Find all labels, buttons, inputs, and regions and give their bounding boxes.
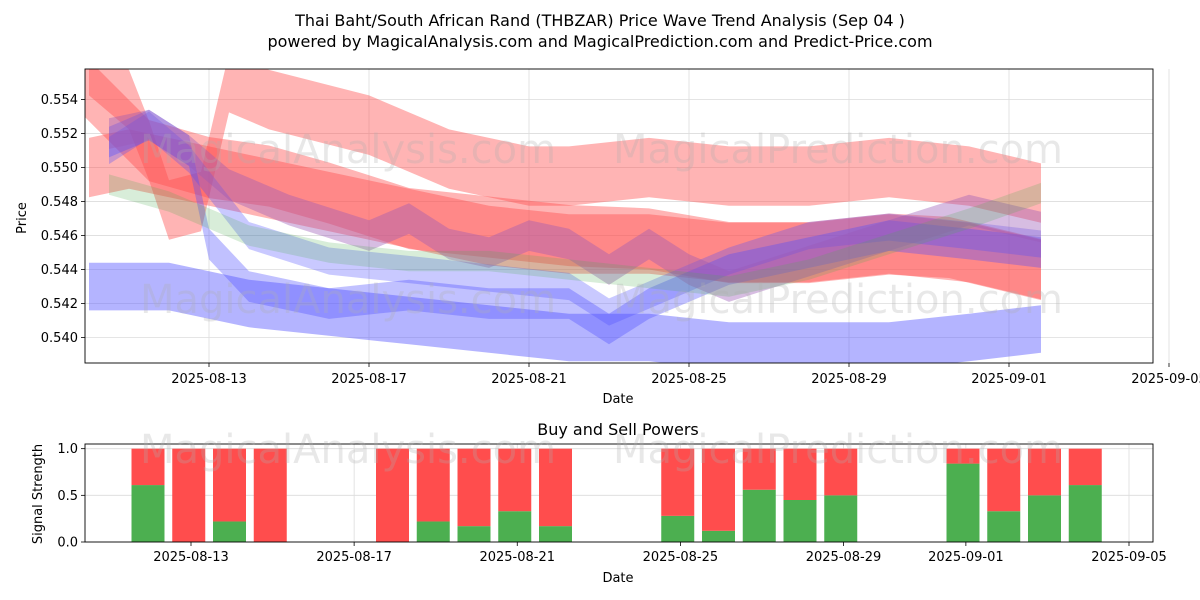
price-wave-band [109, 174, 1041, 297]
price-ytick-label: 0.552 [41, 127, 78, 142]
price-wave-band [109, 111, 1041, 326]
price-xtick-label: 2025-08-21 [491, 372, 567, 387]
signal-xtick-label: 2025-08-29 [806, 550, 882, 565]
buy-bar [1068, 485, 1102, 542]
sell-bar [172, 448, 206, 542]
signal-ytick-label: 0.0 [57, 536, 78, 551]
price-ylabel: Price [15, 202, 30, 234]
sell-bar [457, 448, 491, 527]
watermark-mid-right: MagicalPrediction.com [613, 277, 1063, 323]
sell-bar [742, 448, 776, 490]
sell-bar [376, 448, 409, 542]
signal-xlabel: Date [602, 571, 633, 586]
buy-bar [661, 515, 695, 542]
price-waves [85, 69, 1041, 363]
buy-bar [987, 511, 1021, 542]
buy-bar [824, 495, 858, 542]
price-ytick-label: 0.550 [41, 161, 78, 176]
price-ytick-label: 0.544 [41, 263, 78, 278]
chart-title-line1: Thai Baht/South African Rand (THBZAR) Pr… [294, 11, 905, 30]
watermark-top-right: MagicalPrediction.com [613, 127, 1063, 173]
price-wave-band [89, 262, 1041, 363]
sell-bar [783, 448, 817, 500]
price-ytick-label: 0.548 [41, 195, 78, 210]
signal-xtick-label: 2025-08-13 [153, 550, 229, 565]
buy-bar [498, 511, 532, 542]
signal-plot-frame [84, 443, 1154, 543]
sell-bar [702, 448, 735, 531]
sell-bar [213, 448, 246, 522]
price-wave-band [109, 109, 1041, 345]
price-ytick-label: 0.554 [41, 93, 78, 108]
sell-bar [416, 448, 450, 522]
price-wave-band [89, 129, 1041, 300]
sell-bar [987, 448, 1021, 512]
sell-bar [661, 448, 695, 516]
signal-plot: 0.0 0.5 1.0 2025-08-13 2025-08-17 2025-08-21 2… [57, 442, 1166, 565]
price-wave-band [85, 69, 1041, 301]
price-xtick-label: 2025-09-05 [1131, 372, 1200, 387]
buy-bar [539, 526, 572, 542]
price-xtick-label: 2025-08-25 [651, 372, 727, 387]
price-ytick-label: 0.546 [41, 229, 78, 244]
price-ytick-label: 0.542 [41, 297, 78, 312]
buy-bar [213, 521, 246, 542]
watermark-bottom-right: MagicalPrediction.com [613, 427, 1063, 473]
signal-xtick-label: 2025-09-01 [928, 550, 1004, 565]
price-xtick-label: 2025-08-13 [171, 372, 247, 387]
sell-bar [1028, 448, 1061, 496]
signal-xtick-label: 2025-08-17 [316, 550, 392, 565]
sell-bar [1068, 448, 1102, 486]
watermark-bottom-left: MagicalAnalysis.com [140, 427, 556, 473]
buy-bar [702, 530, 735, 542]
sell-bar [131, 448, 165, 486]
sell-bar [253, 448, 287, 542]
price-plot-frame [84, 68, 1154, 364]
sell-bar [539, 448, 572, 527]
buy-bar [131, 485, 165, 542]
buy-bar [1028, 495, 1061, 542]
price-xtick-label: 2025-08-17 [331, 372, 407, 387]
watermark-mid-left: MagicalAnalysis.com [140, 277, 556, 323]
price-ytick-label: 0.540 [41, 331, 78, 346]
price-plot: 0.540 0.542 0.544 0.546 0.548 0.550 0.552 0.554… [41, 68, 1200, 387]
buy-bar [742, 489, 776, 542]
price-wave-band [89, 69, 1041, 240]
signal-xtick-label: 2025-08-25 [643, 550, 719, 565]
price-xlabel: Date [602, 392, 633, 407]
buy-bar [457, 526, 491, 542]
price-xtick-label: 2025-09-01 [971, 372, 1047, 387]
sell-bar [824, 448, 858, 496]
buy-bar [946, 463, 980, 542]
watermark-top-left: MagicalAnalysis.com [140, 127, 556, 173]
signal-ylabel: Signal Strength [31, 444, 46, 544]
chart-title-line2: powered by MagicalAnalysis.com and Magic… [267, 32, 932, 51]
signal-xtick-label: 2025-09-05 [1091, 550, 1167, 565]
buy-bar [416, 521, 450, 542]
sell-bar [946, 448, 980, 464]
signal-title: Buy and Sell Powers [537, 420, 699, 439]
sell-bar [498, 448, 532, 512]
price-xtick-label: 2025-08-29 [811, 372, 887, 387]
signal-xtick-label: 2025-08-21 [479, 550, 555, 565]
signal-ytick-label: 0.5 [57, 489, 78, 504]
buy-bar [783, 500, 817, 542]
price-wave-band [109, 109, 1041, 302]
signal-bars [131, 448, 1102, 542]
signal-ytick-label: 1.0 [57, 442, 78, 457]
